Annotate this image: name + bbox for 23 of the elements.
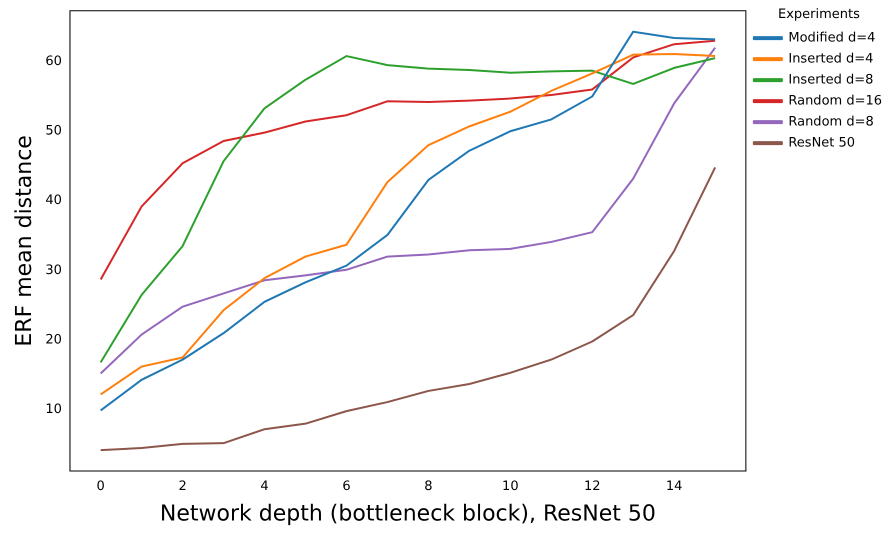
x-tick-label: 14 (666, 479, 682, 494)
x-tick-label: 2 (178, 479, 187, 494)
legend-label: ResNet 50 (788, 135, 856, 150)
x-tick-label: 8 (424, 479, 433, 494)
legend-label: Random d=16 (788, 93, 882, 108)
x-tick-label: 0 (96, 479, 105, 494)
y-tick-label: 20 (45, 332, 62, 348)
x-tick-label: 10 (502, 479, 519, 494)
x-tick-label: 6 (342, 479, 351, 494)
y-tick-label: 30 (45, 262, 62, 278)
y-tick-label: 10 (45, 402, 62, 418)
x-axis-title: Network depth (bottleneck block), ResNet 50 (160, 502, 656, 527)
x-tick-label: 12 (584, 479, 601, 494)
legend-label: Inserted d=8 (788, 72, 874, 88)
y-axis-title: ERF mean distance (12, 135, 37, 347)
y-tick-label: 60 (45, 54, 62, 69)
legend-label: Random d=8 (788, 114, 874, 130)
x-tick-label: 4 (260, 479, 269, 494)
legend-label: Inserted d=4 (788, 51, 874, 66)
y-tick-label: 50 (45, 124, 62, 139)
legend-title: Experiments (778, 6, 860, 22)
y-tick-label: 40 (45, 193, 62, 208)
legend-label: Modified d=4 (788, 30, 876, 46)
